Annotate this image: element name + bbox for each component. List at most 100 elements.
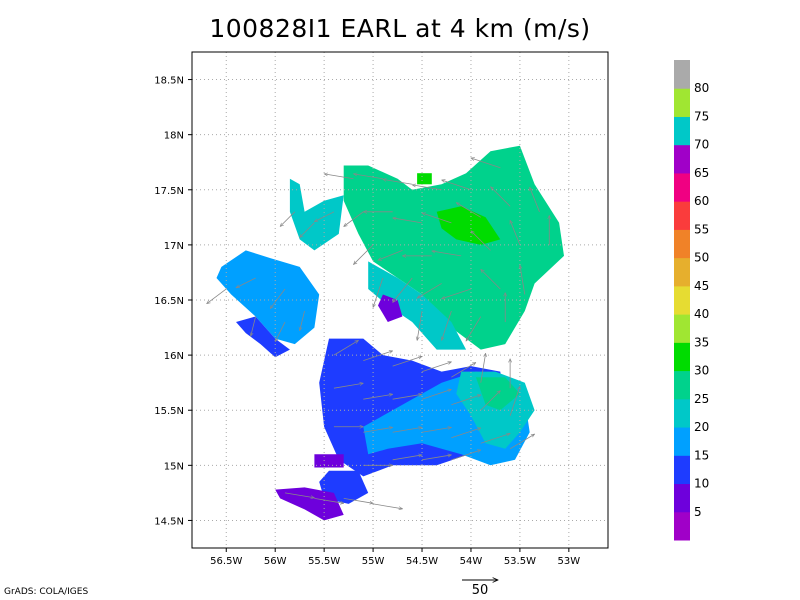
wind-vector xyxy=(333,383,363,389)
y-axis-ticks: 14.5N 15N 15.5N 16N 16.5N 17N 17.5N 18N 18.5N xyxy=(154,76,192,527)
wind-vectors xyxy=(207,158,550,509)
wind-vector xyxy=(417,310,423,340)
x-tick-label: 56W xyxy=(264,556,287,567)
wind-vector xyxy=(392,427,422,433)
wind-vector xyxy=(333,340,358,356)
wind-vector xyxy=(378,250,403,260)
region-north-30 xyxy=(343,145,564,350)
x-tick-label: 53W xyxy=(558,556,581,567)
wind-vector xyxy=(451,395,480,406)
wind-vector xyxy=(236,277,256,289)
colorbar-label: 5 xyxy=(694,505,702,519)
x-tick-label: 54.5W xyxy=(406,556,438,567)
wind-vector xyxy=(530,187,540,212)
region-north-35 xyxy=(436,206,501,245)
wind-vector xyxy=(393,218,423,224)
colorbar-swatch xyxy=(674,483,690,513)
vector-scale-label: 50 xyxy=(471,583,489,598)
wind-speed-shading xyxy=(216,145,564,521)
wind-vector xyxy=(280,211,296,227)
wind-vector xyxy=(480,391,501,411)
wind-vector xyxy=(481,269,501,290)
wind-vector xyxy=(363,351,392,362)
colorbar-swatch xyxy=(674,88,690,117)
colorbar-label: 60 xyxy=(694,194,709,208)
credit-text: GrADS: COLA/IGES xyxy=(4,587,89,597)
colorbar-label: 50 xyxy=(694,251,709,265)
colorbar-swatch xyxy=(674,511,690,541)
colorbar-label: 10 xyxy=(694,477,709,491)
wind-vector xyxy=(451,362,475,378)
colorbar-label: 20 xyxy=(694,420,709,434)
colorbar-swatch xyxy=(674,60,690,89)
wind-vector xyxy=(422,213,452,224)
x-tick-label: 55W xyxy=(362,556,385,567)
colorbar-legend: 5 10 15 20 25 30 35 40 45 50 55 60 65 70 75 80 xyxy=(674,60,709,541)
wind-vector xyxy=(451,450,480,461)
wind-vector xyxy=(300,222,315,238)
region-sw-10b xyxy=(314,454,344,468)
y-tick-label: 18N xyxy=(164,131,184,142)
wind-vector xyxy=(421,362,451,373)
wind-vector xyxy=(442,180,472,191)
wind-vector xyxy=(412,185,442,191)
wind-vector xyxy=(421,389,451,400)
wind-vector xyxy=(363,394,392,400)
colorbar-swatch xyxy=(674,116,690,146)
colorbar-label: 30 xyxy=(694,364,709,378)
wind-vector xyxy=(392,356,422,367)
wind-vector xyxy=(510,220,521,246)
region-west-20 xyxy=(216,250,320,345)
wind-vector xyxy=(471,158,501,169)
colorbar-label: 45 xyxy=(694,279,709,293)
wind-vector xyxy=(421,455,451,461)
wind-vector xyxy=(314,211,335,222)
wind-vector xyxy=(343,498,373,503)
wind-vector xyxy=(383,179,413,185)
wind-vector xyxy=(344,211,364,227)
wind-vector xyxy=(421,427,451,433)
colorbar-swatch xyxy=(674,229,690,259)
wind-vector xyxy=(314,498,343,503)
x-tick-label: 55.5W xyxy=(308,556,340,567)
colorbar-swatch xyxy=(674,144,690,174)
wind-vector xyxy=(491,187,511,207)
wind-vector xyxy=(284,492,314,498)
colorbar-label: 75 xyxy=(694,109,709,123)
wind-vector xyxy=(442,310,452,340)
region-west-15-edge xyxy=(236,316,290,358)
wind-vector xyxy=(393,277,413,302)
wind-vector xyxy=(456,203,481,218)
wind-vector xyxy=(451,428,480,439)
region-sw-10 xyxy=(275,487,344,521)
colorbar-swatch xyxy=(674,201,690,230)
wind-vector xyxy=(300,310,305,331)
region-inner-25 xyxy=(368,261,467,350)
wind-vector xyxy=(509,434,534,450)
colorbar-label: 40 xyxy=(694,307,709,321)
y-tick-label: 16.5N xyxy=(154,296,184,307)
colorbar-swatch xyxy=(674,314,690,343)
wind-vector xyxy=(354,174,383,180)
colorbar-label: 15 xyxy=(694,448,709,462)
colorbar-label: 70 xyxy=(694,138,709,152)
wind-vector xyxy=(363,427,392,433)
x-tick-label: 53.5W xyxy=(504,556,536,567)
colorbar-label: 35 xyxy=(694,335,709,349)
wind-vector xyxy=(471,231,491,251)
colorbar-swatch xyxy=(674,257,690,287)
y-tick-label: 18.5N xyxy=(154,76,184,87)
wind-vector xyxy=(480,434,510,444)
colorbar-swatch xyxy=(674,285,690,315)
wind-vector xyxy=(442,288,472,299)
x-tick-label: 54W xyxy=(460,556,483,567)
wind-vector xyxy=(207,288,227,304)
x-axis-ticks: 56.5W 56W 55.5W 55W 54.5W 54W 53.5W 53W xyxy=(210,548,580,567)
y-tick-label: 17.5N xyxy=(154,186,184,197)
y-tick-label: 14.5N xyxy=(154,516,184,527)
wind-vector xyxy=(432,251,462,257)
wind-vector xyxy=(274,321,286,342)
y-tick-label: 16N xyxy=(164,351,184,362)
wind-vector xyxy=(392,394,422,400)
